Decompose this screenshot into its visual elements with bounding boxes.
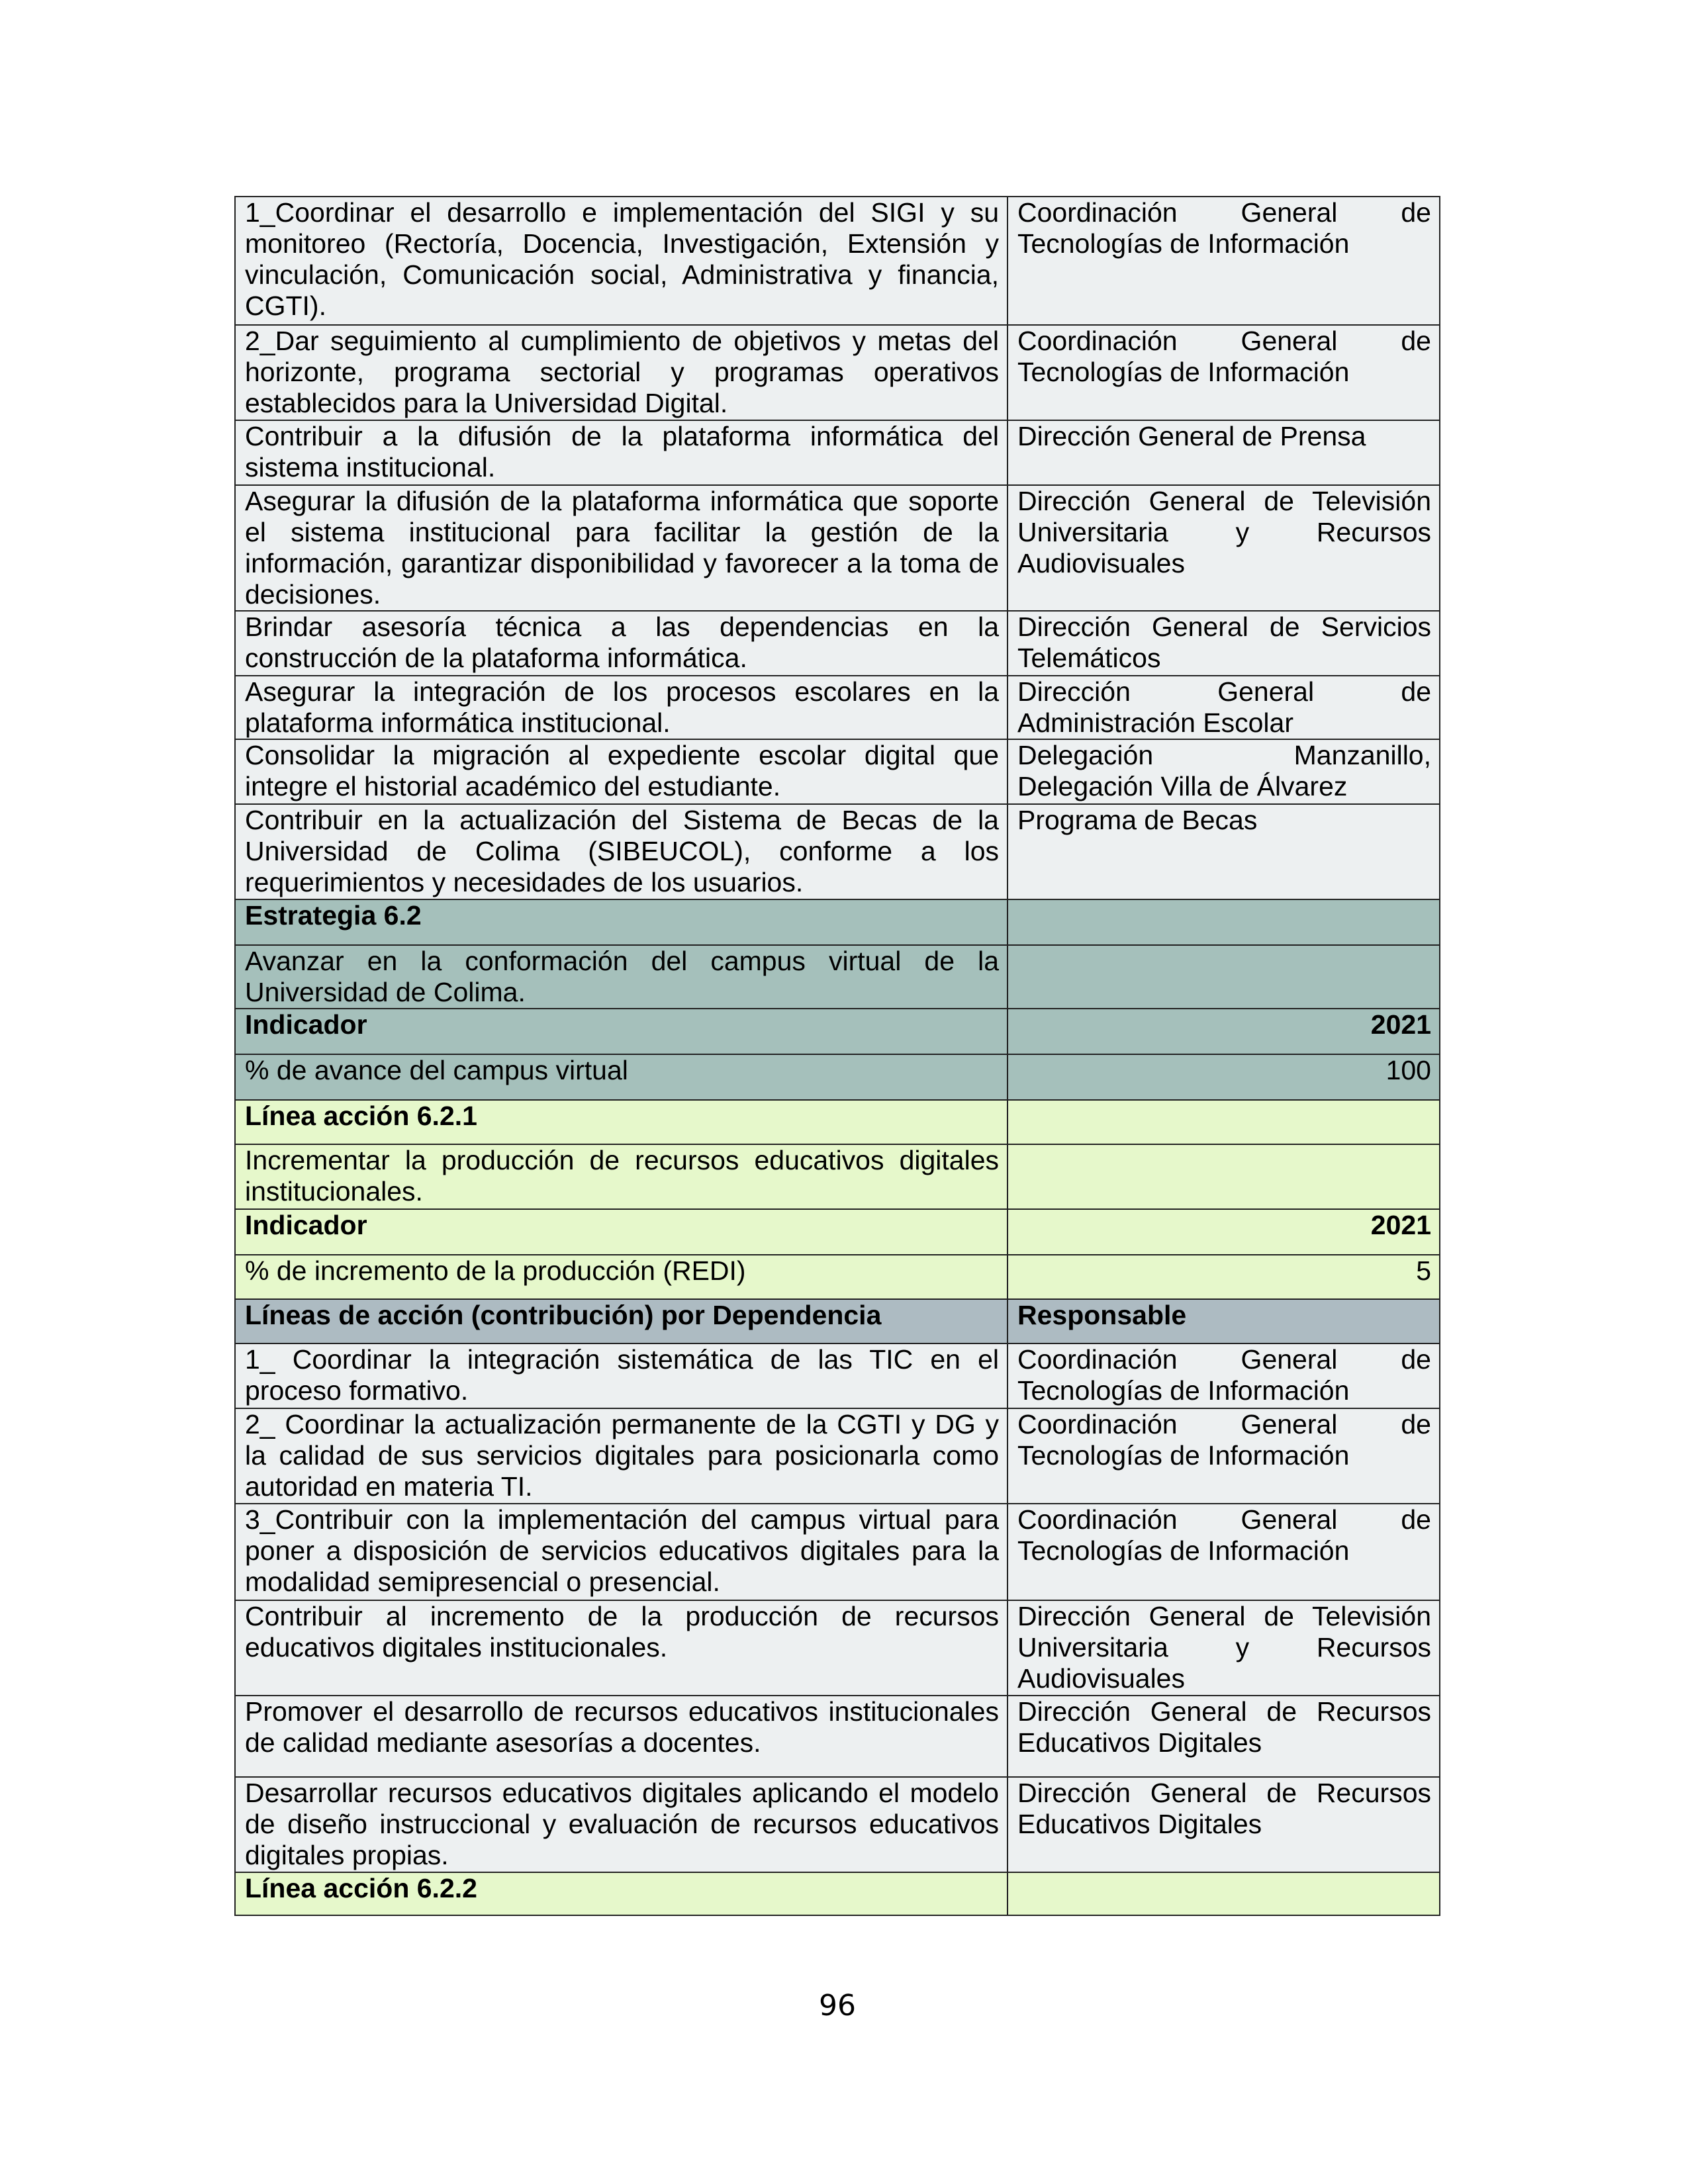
- row-description: 2_ Coordinar la actualización permanente…: [234, 1408, 1008, 1504]
- table-row: 1_ Coordinar la integración sistemática …: [234, 1343, 1440, 1409]
- row-description: Asegurar la difusión de la plataforma in…: [234, 484, 1008, 612]
- row-responsible: Programa de Becas: [1007, 803, 1440, 900]
- row-description: Líneas de acción (contribución) por Depe…: [234, 1298, 1008, 1344]
- row-responsible: Dirección General de Servicios Telemátic…: [1007, 610, 1440, 676]
- row-description: 3_Contribuir con la implementación del c…: [234, 1503, 1008, 1601]
- row-description: Avanzar en la conformación del campus vi…: [234, 944, 1008, 1009]
- row-description: Indicador: [234, 1008, 1008, 1055]
- row-responsible: Coordinación General de Tecnologías de I…: [1007, 1503, 1440, 1601]
- row-description: Línea acción 6.2.1: [234, 1099, 1008, 1145]
- table-row: Estrategia 6.2: [234, 899, 1440, 946]
- row-responsible: Dirección General de Administración Esco…: [1007, 675, 1440, 740]
- table-row: Promover el desarrollo de recursos educa…: [234, 1695, 1440, 1778]
- row-description: Incrementar la producción de recursos ed…: [234, 1144, 1008, 1210]
- row-responsible: Responsable: [1007, 1298, 1440, 1344]
- row-responsible: 5: [1007, 1254, 1440, 1300]
- table-row: Líneas de acción (contribución) por Depe…: [234, 1298, 1440, 1344]
- row-responsible: Coordinación General de Tecnologías de I…: [1007, 324, 1440, 421]
- row-description: Contribuir a la difusión de la plataform…: [234, 420, 1008, 486]
- row-description: Contribuir al incremento de la producció…: [234, 1600, 1008, 1696]
- row-description: Brindar asesoría técnica a las dependenc…: [234, 610, 1008, 676]
- row-responsible: Dirección General de Prensa: [1007, 420, 1440, 486]
- row-description: Indicador: [234, 1208, 1008, 1255]
- table-row: Indicador 2021: [234, 1208, 1440, 1255]
- row-description: Contribuir en la actualización del Siste…: [234, 803, 1008, 900]
- row-description: % de incremento de la producción (REDI): [234, 1254, 1008, 1300]
- table-row: Asegurar la difusión de la plataforma in…: [234, 484, 1440, 612]
- table-row: Desarrollar recursos educativos digitale…: [234, 1776, 1440, 1873]
- row-description: Estrategia 6.2: [234, 899, 1008, 946]
- row-responsible: Dirección General de Recursos Educativos…: [1007, 1695, 1440, 1778]
- table-row: 3_Contribuir con la implementación del c…: [234, 1503, 1440, 1601]
- table-row: % de avance del campus virtual 100: [234, 1054, 1440, 1101]
- row-description: Desarrollar recursos educativos digitale…: [234, 1776, 1008, 1873]
- table-row: Incrementar la producción de recursos ed…: [234, 1144, 1440, 1210]
- row-description: 1_ Coordinar la integración sistemática …: [234, 1343, 1008, 1409]
- table-row: Avanzar en la conformación del campus vi…: [234, 944, 1440, 1009]
- row-responsible: 2021: [1007, 1008, 1440, 1055]
- table-row: 2_ Coordinar la actualización permanente…: [234, 1408, 1440, 1504]
- table-row: % de incremento de la producción (REDI) 5: [234, 1254, 1440, 1300]
- row-description: Asegurar la integración de los procesos …: [234, 675, 1008, 740]
- row-description: 1_Coordinar el desarrollo e implementaci…: [234, 196, 1008, 326]
- table-row: Asegurar la integración de los procesos …: [234, 675, 1440, 740]
- action-lines-table: 1_Coordinar el desarrollo e implementaci…: [234, 196, 1440, 1916]
- row-responsible: Dirección General de Recursos Educativos…: [1007, 1776, 1440, 1873]
- row-responsible: [1007, 1144, 1440, 1210]
- row-responsible: 2021: [1007, 1208, 1440, 1255]
- row-responsible: Delegación Manzanillo, Delegación Villa …: [1007, 739, 1440, 805]
- row-responsible: 100: [1007, 1054, 1440, 1101]
- row-description: 2_Dar seguimiento al cumplimiento de obj…: [234, 324, 1008, 421]
- row-responsible: [1007, 1099, 1440, 1145]
- table-row: 1_Coordinar el desarrollo e implementaci…: [234, 196, 1440, 326]
- page-number: 96: [819, 1989, 856, 2023]
- table-row: Contribuir a la difusión de la plataform…: [234, 420, 1440, 486]
- row-responsible: Dirección General de Televisión Universi…: [1007, 1600, 1440, 1696]
- row-description: Consolidar la migración al expediente es…: [234, 739, 1008, 805]
- table-row: Línea acción 6.2.1: [234, 1099, 1440, 1145]
- row-description: % de avance del campus virtual: [234, 1054, 1008, 1101]
- row-responsible: [1007, 899, 1440, 946]
- table-row: Contribuir en la actualización del Siste…: [234, 803, 1440, 900]
- row-responsible: Coordinación General de Tecnologías de I…: [1007, 196, 1440, 326]
- row-description: Promover el desarrollo de recursos educa…: [234, 1695, 1008, 1778]
- table-row: Brindar asesoría técnica a las dependenc…: [234, 610, 1440, 676]
- row-responsible: Coordinación General de Tecnologías de I…: [1007, 1408, 1440, 1504]
- row-responsible: Dirección General de Televisión Universi…: [1007, 484, 1440, 612]
- row-responsible: [1007, 1872, 1440, 1916]
- table-row: Consolidar la migración al expediente es…: [234, 739, 1440, 805]
- row-responsible: [1007, 944, 1440, 1009]
- table-row: Indicador 2021: [234, 1008, 1440, 1055]
- table-row: Contribuir al incremento de la producció…: [234, 1600, 1440, 1696]
- table-row: 2_Dar seguimiento al cumplimiento de obj…: [234, 324, 1440, 421]
- row-description: Línea acción 6.2.2: [234, 1872, 1008, 1916]
- row-responsible: Coordinación General de Tecnologías de I…: [1007, 1343, 1440, 1409]
- table-row: Línea acción 6.2.2: [234, 1872, 1440, 1916]
